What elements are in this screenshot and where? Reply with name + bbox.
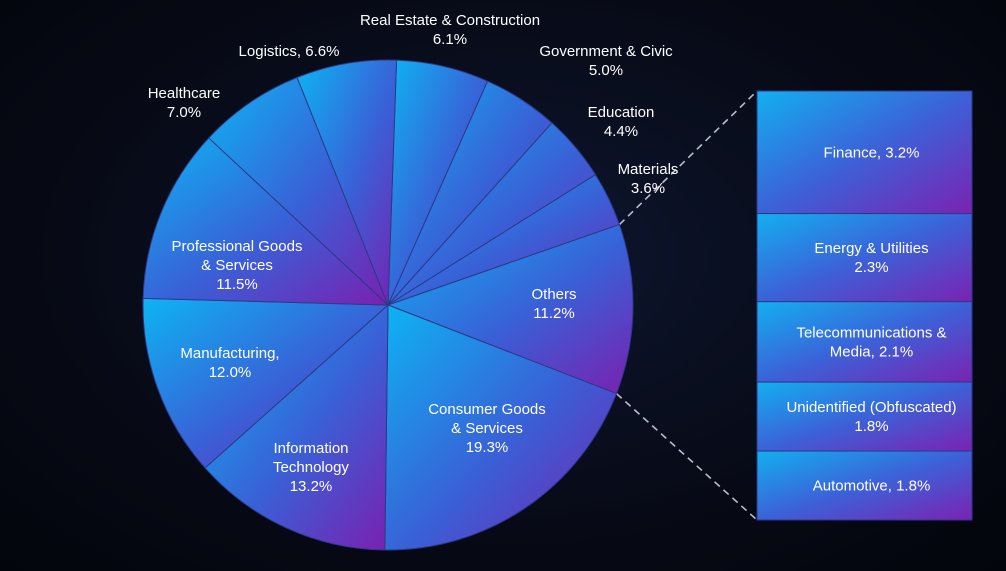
slice-label-line: Real Estate & Construction xyxy=(360,12,540,29)
slice-label-logistics: Logistics, 6.6% xyxy=(239,43,340,60)
slice-label-professional-goods-services: Professional Goods & Services 11.5% xyxy=(172,238,303,293)
breakdown-label-line: Finance, 3.2% xyxy=(824,144,920,161)
slice-label-line: 6.1% xyxy=(433,31,467,48)
slice-label-education: Education 4.4% xyxy=(588,104,655,140)
slice-labels: Real Estate & Construction 6.1% Government… xyxy=(148,12,679,495)
slice-label-line: 5.0% xyxy=(589,62,623,79)
connector-line-top xyxy=(618,90,758,226)
breakdown-bar-telecommunications-media xyxy=(756,301,973,383)
pie-slices xyxy=(142,59,634,551)
slice-label-line: Professional Goods xyxy=(172,238,303,255)
connector-lines xyxy=(615,90,758,521)
slice-label-healthcare: Healthcare 7.0% xyxy=(148,85,221,121)
slice-label-line: 11.5% xyxy=(216,276,257,293)
slice-label-information-technology: Information Technology 13.2% xyxy=(273,440,349,495)
slice-healthcare xyxy=(208,76,389,306)
slice-consumer-goods-services xyxy=(384,304,618,551)
slice-label-line: 12.0% xyxy=(209,364,252,381)
slice-label-line: 7.0% xyxy=(167,104,201,121)
breakdown-label-unidentified-obfuscated: Unidentified (Obfuscated) 1.8% xyxy=(786,399,956,435)
breakdown-label-line: Telecommunications & xyxy=(796,324,946,341)
slice-label-line: Materials xyxy=(618,161,679,178)
breakdown-label-line: 2.3% xyxy=(854,259,888,276)
breakdown-label-line: Automotive, 1.8% xyxy=(813,478,931,495)
breakdown-bars: Finance, 3.2% Energy & Utilities 2.3% Telec… xyxy=(756,90,973,521)
breakdown-bar-finance xyxy=(756,90,973,215)
slice-professional-goods-services xyxy=(142,137,390,306)
breakdown-label-telecommunications-media: Telecommunications & Media, 2.1% xyxy=(796,324,946,360)
slice-label-manufacturing: Manufacturing, 12.0% xyxy=(180,345,279,381)
slice-label-line: Government & Civic xyxy=(539,43,673,60)
breakdown-bar-energy-utilities xyxy=(756,213,973,303)
slice-label-line: Information xyxy=(273,440,348,457)
breakdown-bar-unidentified-obfuscated xyxy=(756,381,973,452)
slice-label-government-civic: Government & Civic 5.0% xyxy=(539,43,673,79)
breakdown-label-line: 1.8% xyxy=(854,418,888,435)
slice-label-line: Education xyxy=(588,104,655,121)
breakdown-label-line: Media, 2.1% xyxy=(830,343,913,360)
slice-label-line: 4.4% xyxy=(604,123,638,140)
slice-label-real-estate-construction: Real Estate & Construction 6.1% xyxy=(360,12,540,48)
breakdown-label-automotive: Automotive, 1.8% xyxy=(813,478,931,495)
breakdown-label-energy-utilities: Energy & Utilities 2.3% xyxy=(814,240,928,276)
breakdown-label-line: Energy & Utilities xyxy=(814,240,928,257)
slice-manufacturing xyxy=(142,297,390,469)
slice-label-line: 13.2% xyxy=(290,478,333,495)
slice-label-line: Manufacturing, xyxy=(180,345,279,362)
slice-others xyxy=(386,223,634,395)
breakdown-label-line: Unidentified (Obfuscated) xyxy=(786,399,956,416)
slice-label-materials: Materials 3.6% xyxy=(618,161,679,197)
slice-logistics xyxy=(296,59,398,306)
slice-label-line: Others xyxy=(531,286,576,303)
slice-label-line: 11.2% xyxy=(533,305,574,322)
slice-label-consumer-goods-services: Consumer Goods & Services 19.3% xyxy=(428,401,546,456)
connector-line-bottom xyxy=(615,392,758,521)
slice-label-line: & Services xyxy=(201,257,273,274)
slice-label-line: Healthcare xyxy=(148,85,221,102)
slice-label-others: Others 11.2% xyxy=(531,286,576,322)
slice-information-technology xyxy=(204,303,389,551)
slice-label-line: Technology xyxy=(273,459,349,476)
slice-label-line: 3.6% xyxy=(631,180,665,197)
slice-label-line: Logistics, 6.6% xyxy=(239,43,340,60)
breakdown-label-finance: Finance, 3.2% xyxy=(824,144,920,161)
slice-label-line: & Services xyxy=(451,420,523,437)
slice-label-line: Consumer Goods xyxy=(428,401,546,418)
breakdown-bar-automotive xyxy=(756,450,973,521)
slice-label-line: 19.3% xyxy=(466,439,509,456)
